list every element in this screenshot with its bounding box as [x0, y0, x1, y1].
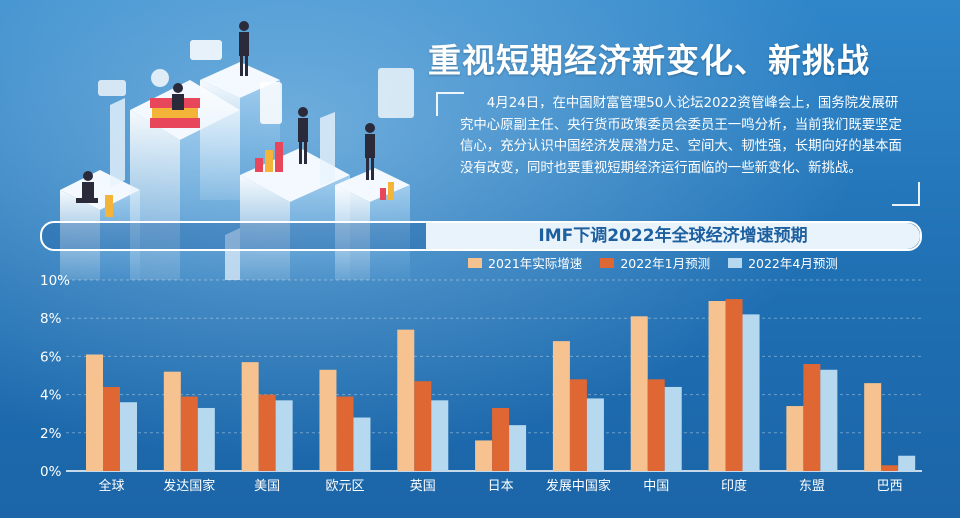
business-illustration — [60, 21, 414, 280]
x-tick-label: 发达国家 — [163, 478, 215, 494]
bar-chart: 0% 2% 4% 6% 8% 10% 全球 发达国家 美国 欧元区 英国 日本 发展中国家 中国 印度 东盟 巴… — [40, 273, 922, 494]
bar — [708, 301, 726, 471]
legend-swatch — [728, 257, 743, 268]
bar — [180, 396, 198, 471]
bar — [864, 383, 882, 471]
x-tick-label: 东盟 — [799, 479, 825, 494]
bar — [163, 371, 181, 471]
bar — [803, 364, 821, 471]
bar — [881, 465, 899, 471]
bar — [353, 417, 371, 471]
bar — [120, 402, 137, 471]
summary-paragraph: 4月24日，在中国财富管理50人论坛2022资管峰会上，国务院发展研究中心原副主… — [460, 96, 902, 176]
legend-swatch — [468, 257, 482, 268]
bar — [414, 381, 432, 471]
y-tick-label: 10% — [40, 273, 70, 289]
legend-item-2022-apr: 2022年4月预测 — [728, 253, 838, 272]
y-tick-label: 6% — [40, 349, 62, 365]
chart-title: IMF下调2022年全球经济增速预期 — [426, 223, 920, 249]
bar — [103, 386, 120, 471]
bar — [552, 341, 570, 471]
legend-item-2021: 2021年实际增速 — [468, 253, 582, 272]
page-title: 重视短期经济新变化、新挑战 — [428, 41, 870, 80]
x-tick-label: 美国 — [254, 479, 280, 494]
x-tick-label: 英国 — [410, 479, 436, 494]
x-tick-label: 中国 — [643, 479, 669, 494]
bar — [509, 425, 527, 471]
bar — [820, 369, 838, 471]
bar — [86, 354, 103, 471]
bar — [241, 362, 259, 471]
y-tick-label: 0% — [40, 464, 62, 480]
bar — [725, 299, 743, 471]
bar — [258, 394, 276, 471]
x-tick-label: 欧元区 — [325, 479, 364, 494]
bar — [475, 440, 493, 471]
bar — [647, 379, 665, 471]
bar — [431, 400, 449, 471]
legend-label: 2021年实际增速 — [488, 256, 583, 271]
bar — [664, 386, 682, 471]
bar — [275, 400, 293, 471]
bar — [336, 396, 354, 471]
bar — [630, 316, 648, 471]
legend-label: 2022年4月预测 — [748, 256, 838, 271]
x-tick-label: 发展中国家 — [546, 478, 611, 494]
quote-corner-bottom-right — [892, 182, 920, 206]
bar — [397, 329, 415, 471]
y-tick-label: 2% — [40, 426, 62, 442]
x-tick-label: 全球 — [98, 478, 124, 494]
quote-corner-top-left — [436, 92, 464, 116]
bar — [786, 406, 804, 471]
bar — [319, 369, 337, 471]
bar — [492, 407, 510, 471]
bar — [898, 455, 916, 471]
x-tick-label: 印度 — [721, 478, 747, 494]
x-tick-label: 巴西 — [877, 479, 903, 494]
legend-label: 2022年1月预测 — [620, 256, 711, 271]
legend-item-2022-jan: 2022年1月预测 — [600, 253, 710, 272]
legend-swatch — [600, 257, 615, 268]
bar — [586, 398, 604, 471]
bar — [742, 314, 760, 471]
y-tick-label: 8% — [40, 311, 62, 327]
chart-legend: 2021年实际增速 2022年1月预测 2022年4月预测 — [468, 253, 838, 272]
bar — [569, 379, 587, 471]
x-tick-label: 日本 — [488, 479, 514, 494]
bar — [197, 407, 215, 471]
y-tick-label: 4% — [40, 388, 62, 404]
